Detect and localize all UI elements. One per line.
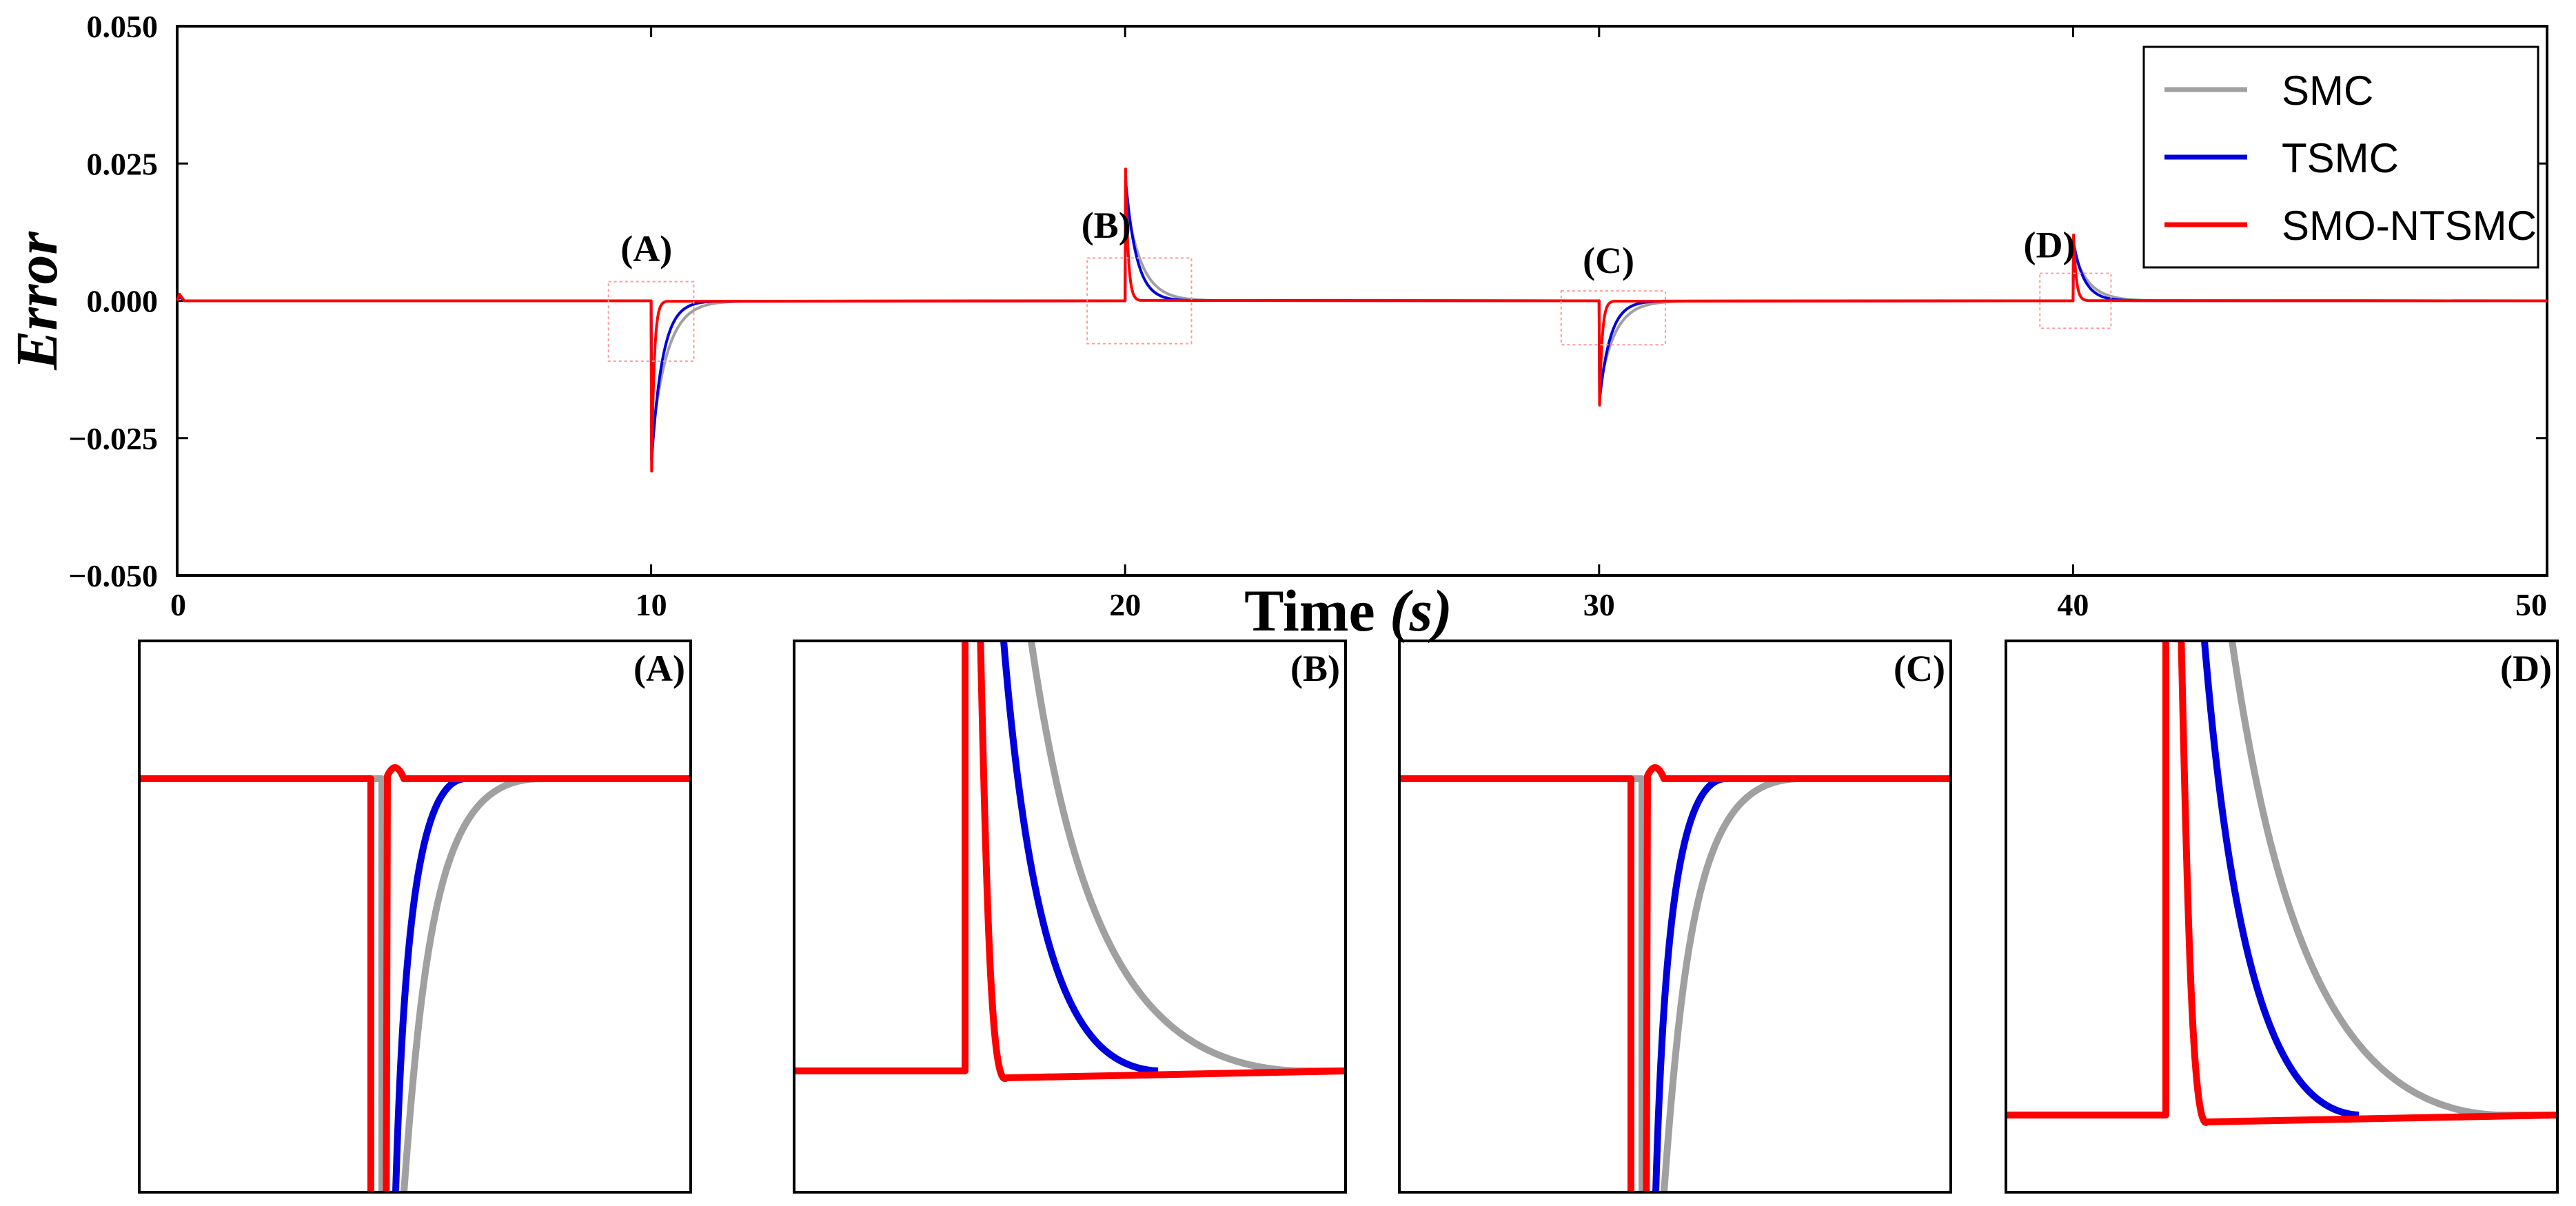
inset-series-tsmc xyxy=(1000,641,1159,1074)
y-tick-label: −0.025 xyxy=(68,421,158,456)
inset-panel: (B) xyxy=(793,640,1347,1194)
zoom-region-label: (C) xyxy=(1583,240,1634,281)
inset-label: (A) xyxy=(633,648,685,689)
inset-series-smo-ntsmc xyxy=(1399,764,1951,1192)
x-tick-label: 40 xyxy=(2057,587,2089,622)
series-line-smo-ntsmc xyxy=(176,167,2548,473)
y-tick-label: 0.025 xyxy=(87,146,159,181)
inset-frame xyxy=(138,640,692,1194)
inset-series-smo-ntsmc xyxy=(139,764,691,1192)
inset-label: (D) xyxy=(2500,648,2552,689)
inset-panel: (C) xyxy=(1398,640,1952,1194)
x-axis-label-text: Time xyxy=(1244,578,1390,644)
x-tick-label: 0 xyxy=(170,587,186,622)
main-plot: 0 10 20 30 40 50 0.050 0.025 0.000 −0.025 −0.050 Er… xyxy=(3,9,2548,644)
inset-label: (C) xyxy=(1894,648,1945,689)
inset-series-smc xyxy=(1028,641,1346,1074)
inset-series-smc xyxy=(1399,775,1951,1192)
y-tick-label: 0.050 xyxy=(87,9,159,44)
inset-curves xyxy=(2006,641,2557,1126)
x-tick-label: 20 xyxy=(1109,587,1141,622)
inset-curves xyxy=(139,764,691,1192)
zoom-box xyxy=(2039,272,2112,329)
x-axis-label: Time (s) xyxy=(1244,578,1452,644)
inset-series-smc xyxy=(2229,641,2557,1118)
inset-curves xyxy=(1399,764,1951,1192)
legend-label: SMO-NTSMC xyxy=(2282,203,2537,249)
inset-series-smo-ntsmc xyxy=(2006,641,2557,1126)
inset-series-smc xyxy=(139,775,691,1192)
inset-frame xyxy=(2005,640,2559,1194)
legend-label: SMC xyxy=(2282,68,2373,114)
inset-series-smo-ntsmc xyxy=(794,641,1346,1083)
zoom-box xyxy=(1560,290,1667,346)
legend-label: TSMC xyxy=(2282,135,2399,181)
y-tick-label: 0.000 xyxy=(87,284,159,319)
x-tick-label: 50 xyxy=(2515,587,2547,622)
zoom-region-label: (D) xyxy=(2024,225,2076,266)
zoom-region-label: (B) xyxy=(1082,205,1131,246)
inset-panel: (D) xyxy=(2005,640,2559,1194)
inset-panels: (A) (B) (C) (D) xyxy=(138,640,2559,1194)
y-tick-label: −0.050 xyxy=(68,558,158,593)
inset-series-tsmc xyxy=(2201,641,2360,1118)
inset-panel: (A) xyxy=(138,640,692,1194)
inset-curves xyxy=(794,641,1346,1083)
inset-series-tsmc xyxy=(392,775,465,1192)
zoom-region-label: (A) xyxy=(620,228,672,269)
x-axis-label-unit: (s) xyxy=(1390,578,1452,644)
zoom-box xyxy=(1086,257,1193,345)
inset-frame xyxy=(1398,640,1952,1194)
x-tick-label: 30 xyxy=(1583,587,1615,622)
inset-label: (B) xyxy=(1290,648,1340,689)
y-axis-label: Error xyxy=(3,231,70,371)
inset-series-tsmc xyxy=(1652,775,1725,1192)
inset-frame xyxy=(793,640,1347,1194)
x-tick-label: 10 xyxy=(636,587,667,622)
